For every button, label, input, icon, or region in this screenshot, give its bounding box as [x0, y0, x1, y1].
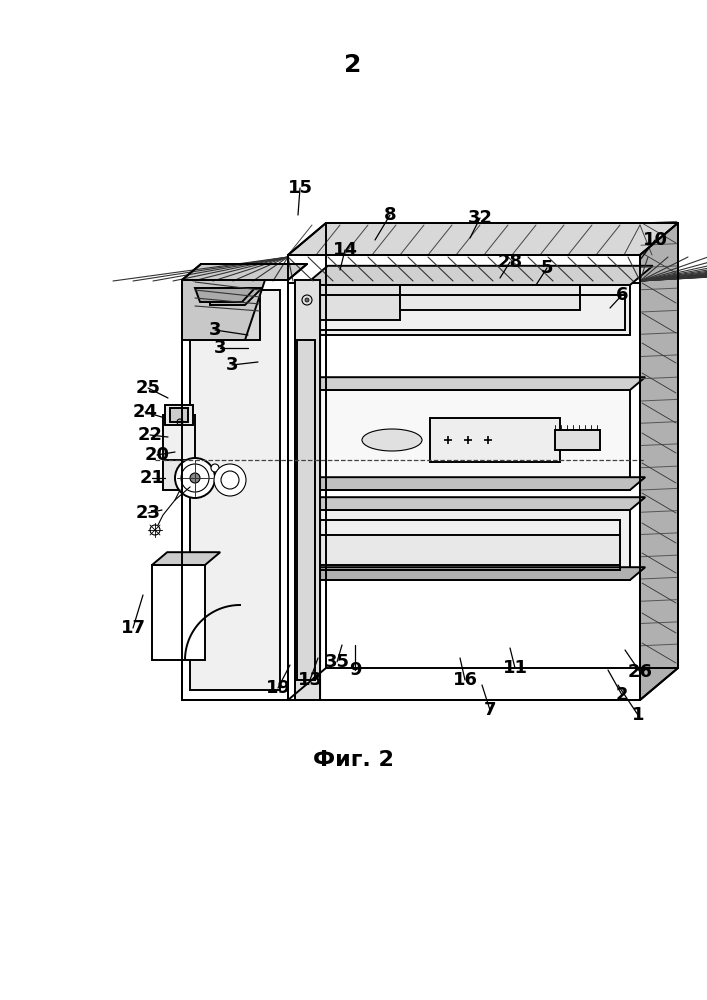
- Ellipse shape: [362, 429, 422, 451]
- Polygon shape: [182, 280, 288, 700]
- Text: 25: 25: [136, 379, 160, 397]
- Text: 5: 5: [541, 259, 554, 277]
- Polygon shape: [190, 280, 260, 340]
- Polygon shape: [195, 288, 255, 302]
- Text: 10: 10: [643, 231, 667, 249]
- Polygon shape: [295, 477, 645, 490]
- Polygon shape: [310, 535, 620, 565]
- Polygon shape: [295, 377, 645, 390]
- Text: 22: 22: [137, 426, 163, 444]
- Polygon shape: [297, 340, 315, 680]
- Polygon shape: [288, 223, 678, 255]
- Text: 19: 19: [266, 679, 291, 697]
- Ellipse shape: [211, 464, 219, 472]
- Polygon shape: [640, 223, 678, 700]
- Text: 6: 6: [616, 286, 629, 304]
- Text: 11: 11: [503, 659, 527, 677]
- Polygon shape: [295, 567, 645, 580]
- Polygon shape: [305, 285, 400, 320]
- Polygon shape: [400, 285, 580, 310]
- Polygon shape: [165, 405, 193, 425]
- Polygon shape: [430, 418, 560, 462]
- Text: 14: 14: [332, 241, 358, 259]
- Text: 7: 7: [484, 701, 496, 719]
- Text: 24: 24: [132, 403, 158, 421]
- Ellipse shape: [214, 464, 246, 496]
- Text: 35: 35: [325, 653, 349, 671]
- Polygon shape: [190, 290, 280, 690]
- Polygon shape: [288, 255, 640, 700]
- Text: 26: 26: [628, 663, 653, 681]
- Polygon shape: [305, 285, 630, 335]
- Polygon shape: [210, 288, 262, 305]
- Text: 16: 16: [452, 671, 477, 689]
- Polygon shape: [295, 510, 630, 580]
- Text: 13: 13: [298, 671, 322, 689]
- Text: 2: 2: [616, 686, 629, 704]
- Ellipse shape: [305, 298, 309, 302]
- Polygon shape: [182, 280, 265, 340]
- Text: 1: 1: [632, 706, 644, 724]
- Polygon shape: [170, 408, 188, 422]
- Text: 28: 28: [498, 253, 522, 271]
- Polygon shape: [295, 390, 630, 490]
- Text: 9: 9: [349, 661, 361, 679]
- Ellipse shape: [190, 473, 200, 483]
- Polygon shape: [163, 415, 195, 470]
- Text: 3: 3: [214, 339, 226, 357]
- Polygon shape: [295, 497, 645, 510]
- Text: 2: 2: [344, 53, 362, 77]
- Polygon shape: [305, 266, 653, 285]
- Text: 32: 32: [467, 209, 493, 227]
- Polygon shape: [152, 565, 205, 660]
- Text: 3: 3: [209, 321, 221, 339]
- Text: 21: 21: [139, 469, 165, 487]
- Polygon shape: [295, 280, 320, 700]
- Text: 3: 3: [226, 356, 238, 374]
- Ellipse shape: [179, 421, 181, 423]
- Text: 20: 20: [144, 446, 170, 464]
- Polygon shape: [182, 264, 307, 280]
- Text: 8: 8: [384, 206, 397, 224]
- Text: 17: 17: [120, 619, 146, 637]
- Polygon shape: [152, 552, 220, 565]
- Polygon shape: [555, 430, 600, 450]
- Polygon shape: [163, 460, 195, 490]
- Text: 23: 23: [136, 504, 160, 522]
- Text: 15: 15: [288, 179, 312, 197]
- Ellipse shape: [175, 458, 215, 498]
- Text: Фиг. 2: Фиг. 2: [312, 750, 393, 770]
